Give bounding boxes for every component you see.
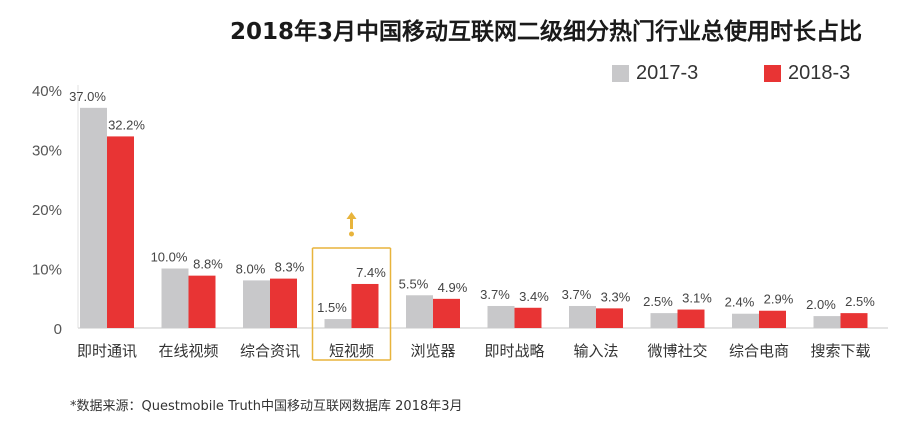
data-label: 8.8% bbox=[193, 257, 223, 272]
x-tick-label: 综合资讯 bbox=[240, 342, 300, 360]
data-label: 1.5% bbox=[317, 300, 347, 315]
data-label: 4.9% bbox=[438, 280, 468, 295]
legend: 2017-3 2018-3 bbox=[0, 62, 900, 86]
data-label: 8.0% bbox=[236, 261, 266, 276]
bar-2018 bbox=[840, 313, 868, 328]
bar-2017 bbox=[650, 313, 678, 328]
data-label: 2.5% bbox=[845, 294, 875, 309]
x-tick-label: 搜索下载 bbox=[810, 342, 870, 360]
chart-title: 2018年3月中国移动互联网二级细分热门行业总使用时长占比 bbox=[229, 19, 862, 45]
data-label: 3.3% bbox=[601, 289, 631, 304]
bar-2017 bbox=[243, 280, 270, 328]
x-tick-label: 在线视频 bbox=[158, 342, 218, 360]
legend-swatch-2017 bbox=[612, 65, 629, 82]
data-label: 2.5% bbox=[643, 294, 673, 309]
legend-item-2017: 2017-3 bbox=[612, 62, 698, 85]
x-tick-label: 即时通讯 bbox=[77, 342, 137, 360]
up-arrow-dot-icon bbox=[349, 231, 354, 237]
bar-2018 bbox=[270, 278, 297, 328]
data-label: 32.2% bbox=[108, 117, 145, 132]
y-tick-label: 30% bbox=[32, 143, 62, 160]
x-tick-label: 输入法 bbox=[573, 342, 618, 360]
bar-2018 bbox=[759, 310, 786, 328]
footnote: *数据来源：Questmobile Truth中国移动互联网数据库 2018年3… bbox=[70, 399, 463, 414]
bar-2018 bbox=[514, 307, 542, 328]
data-label: 3.7% bbox=[562, 287, 592, 302]
legend-item-2018: 2018-3 bbox=[764, 62, 850, 85]
bar-2018 bbox=[433, 298, 460, 328]
data-label: 3.7% bbox=[480, 287, 510, 302]
data-label: 7.4% bbox=[356, 265, 386, 280]
bar-2017 bbox=[732, 313, 759, 328]
y-tick-label: 40% bbox=[32, 83, 62, 100]
data-label: 37.0% bbox=[69, 89, 106, 104]
bar-2017 bbox=[569, 305, 596, 328]
x-tick-label: 微博社交 bbox=[647, 342, 707, 360]
data-label: 8.3% bbox=[275, 260, 305, 275]
data-label: 2.9% bbox=[764, 292, 794, 307]
data-label: 3.4% bbox=[519, 289, 549, 304]
bar-2018 bbox=[188, 275, 216, 328]
bar-2018 bbox=[107, 136, 134, 328]
x-tick-label: 综合电商 bbox=[729, 342, 789, 360]
x-tick-label: 浏览器 bbox=[410, 342, 455, 360]
highlight-box bbox=[311, 247, 392, 361]
bar-2017 bbox=[487, 305, 515, 328]
legend-swatch-2018 bbox=[764, 65, 781, 82]
bar-2017 bbox=[324, 319, 352, 328]
bar-2017 bbox=[406, 295, 433, 328]
data-label: 2.4% bbox=[725, 295, 755, 310]
x-tick-label: 短视频 bbox=[329, 342, 374, 360]
bar-2018 bbox=[596, 308, 623, 328]
up-arrow-head-icon bbox=[346, 212, 357, 219]
y-tick-label: 20% bbox=[32, 202, 62, 219]
bar-2018 bbox=[677, 309, 705, 328]
data-label: 2.0% bbox=[806, 297, 836, 312]
data-label: 10.0% bbox=[151, 250, 188, 265]
bar-2018 bbox=[351, 283, 379, 328]
legend-label-2018: 2018-3 bbox=[788, 62, 851, 84]
bar-2017 bbox=[80, 107, 107, 328]
legend-label-2017: 2017-3 bbox=[636, 62, 699, 84]
bar-2017 bbox=[813, 316, 841, 328]
data-label: 5.5% bbox=[399, 276, 429, 291]
x-tick-label: 即时战略 bbox=[484, 342, 544, 360]
y-tick-label: 0 bbox=[54, 321, 62, 338]
data-label: 3.1% bbox=[682, 291, 712, 306]
bar-2017 bbox=[161, 268, 189, 328]
y-tick-label: 10% bbox=[32, 262, 62, 279]
